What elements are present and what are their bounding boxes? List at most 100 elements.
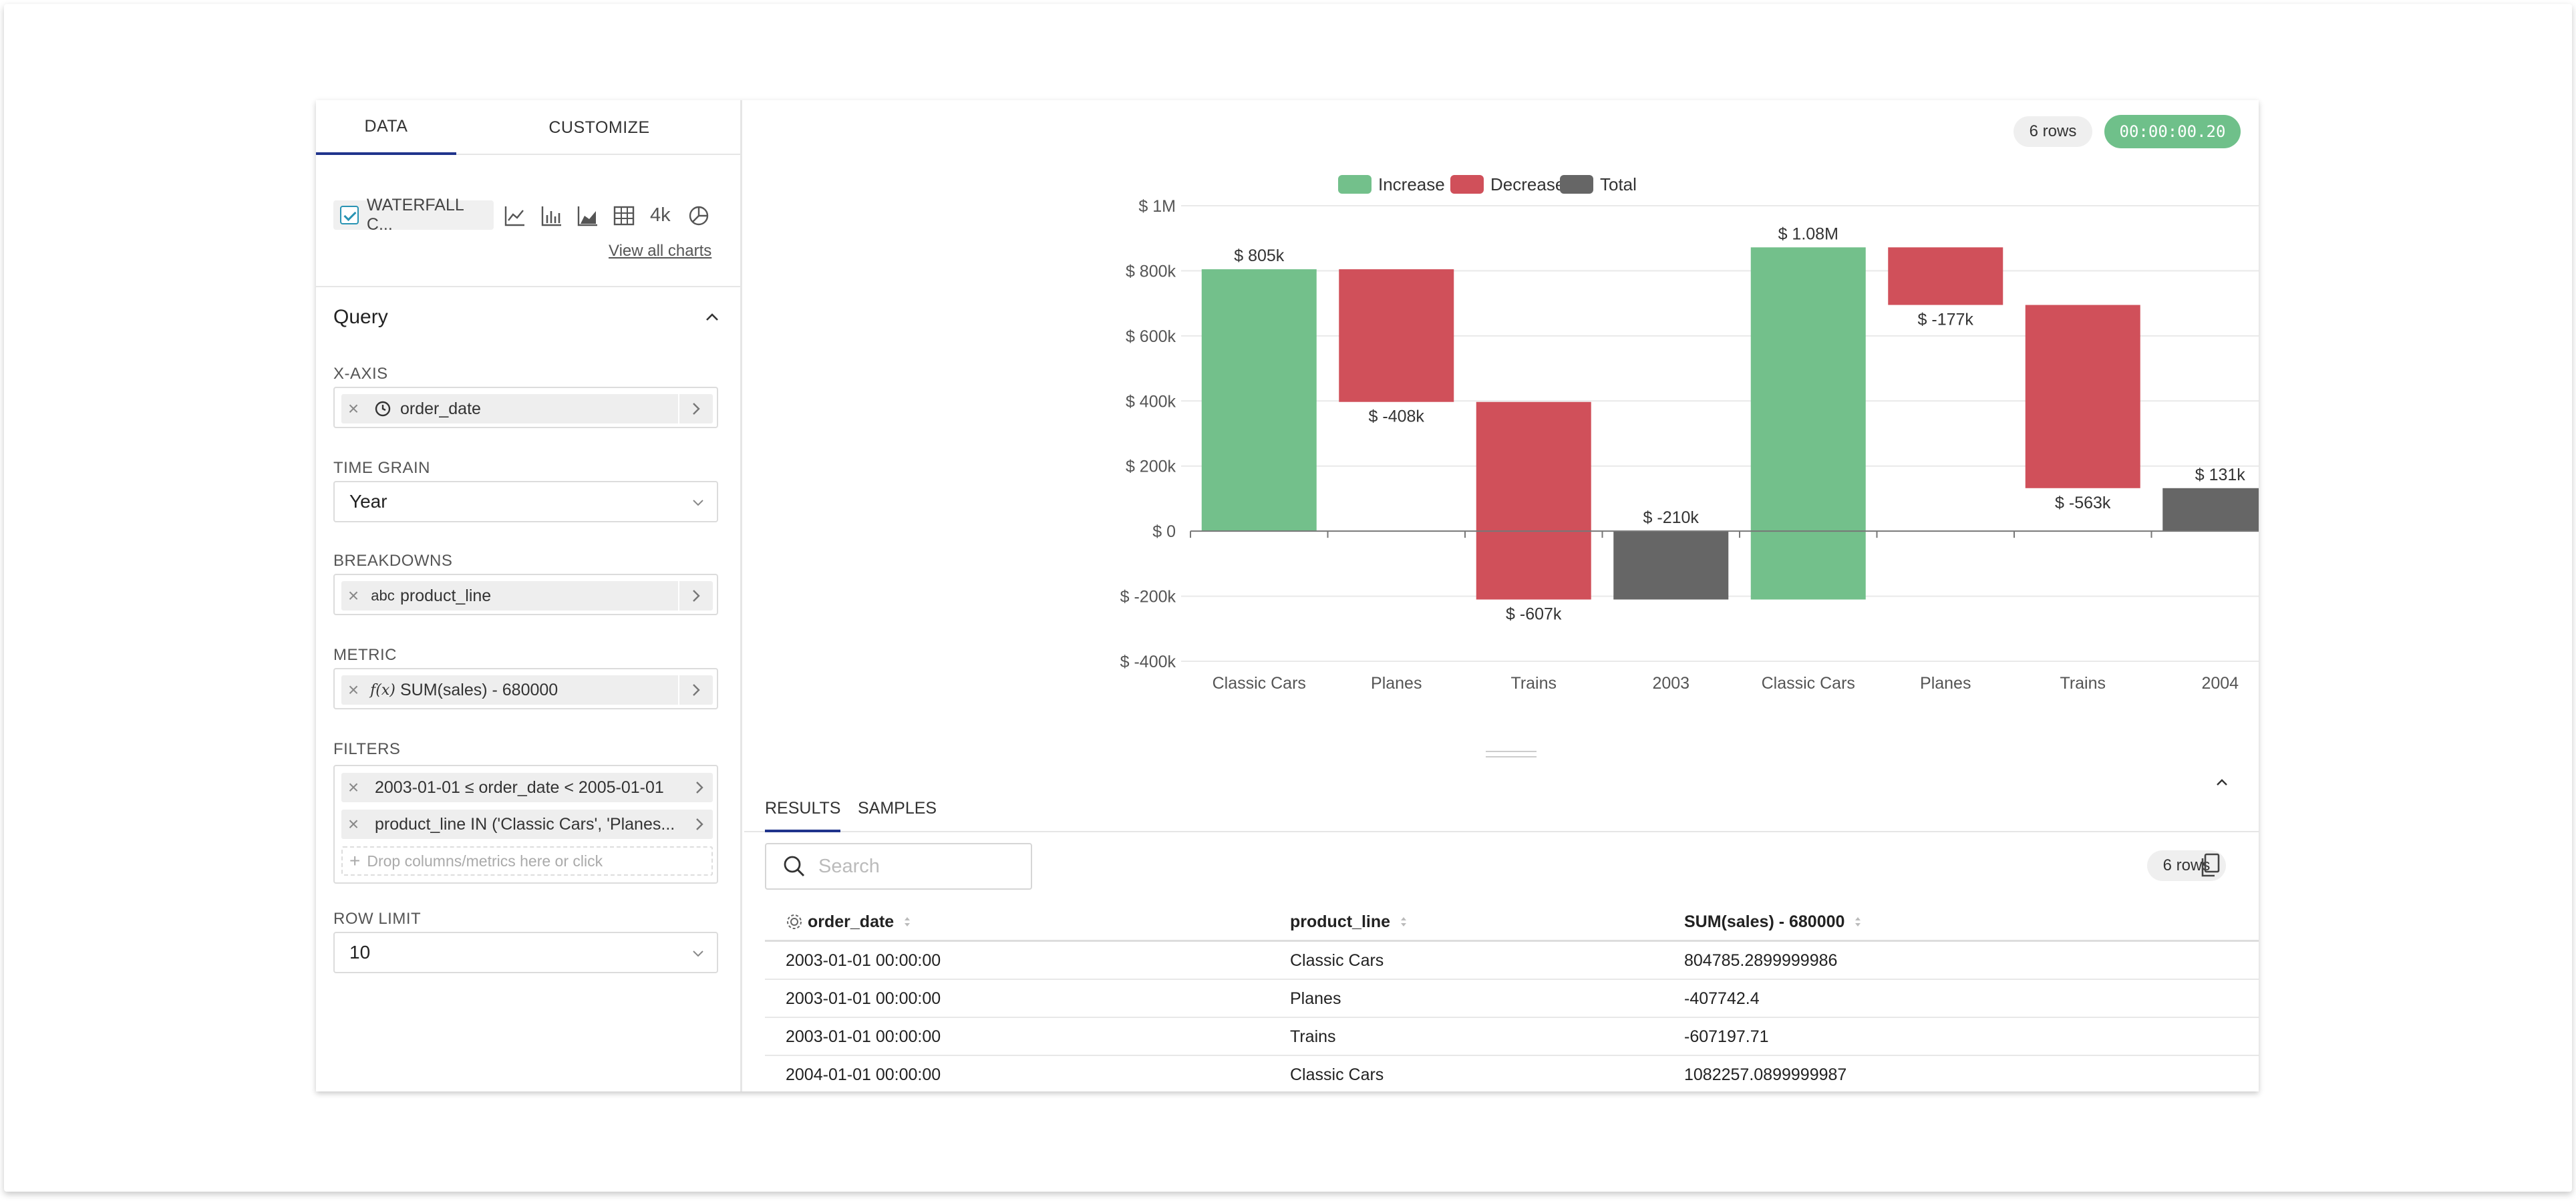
x-axis-pill[interactable]: × order_date (341, 394, 713, 423)
bar-chart-icon[interactable] (540, 204, 563, 227)
search-icon (784, 856, 805, 877)
column-label: SUM(sales) - 680000 (1684, 912, 1845, 931)
legend-item: Decrease (1450, 174, 1565, 194)
filter-pill[interactable]: × product_line IN ('Classic Cars', 'Plan… (341, 810, 713, 839)
clock-icon (365, 400, 400, 417)
metric-value: SUM(sales) - 680000 (400, 680, 558, 699)
legend-label: Increase (1378, 174, 1445, 194)
table-header: order_date product_line SUM(sales) - 680… (765, 902, 2259, 942)
x-axis-value: order_date (400, 399, 481, 418)
column-header-product-line[interactable]: product_line (1290, 902, 1408, 942)
waterfall-bar (1750, 247, 1866, 600)
table-cell: 2003-01-01 00:00:00 (786, 989, 941, 1008)
row-count-badge: 6 rows (2014, 116, 2092, 147)
breakdowns-control: × abc product_line (333, 574, 718, 615)
metric-control: × f(x) SUM(sales) - 680000 (333, 668, 718, 709)
selected-viz-label: WATERFALL C... (366, 196, 464, 234)
x-tick-label: 2003 (1652, 674, 1689, 693)
y-tick-label: $ -400k (1120, 653, 1176, 671)
y-tick-label: $ 400k (1126, 392, 1176, 411)
copy-icon[interactable] (2199, 852, 2222, 878)
breakdowns-label: BREAKDOWNS (333, 552, 453, 570)
sort-icon[interactable] (903, 915, 911, 928)
y-tick-label: $ -200k (1120, 588, 1176, 607)
time-grain-select[interactable]: Year (333, 481, 718, 522)
bar-data-label: $ -177k (1918, 311, 1974, 329)
sort-icon[interactable] (1400, 915, 1408, 928)
sort-icon[interactable] (1854, 915, 1862, 928)
chevron-right-icon[interactable] (678, 394, 713, 423)
chevron-up-icon[interactable] (703, 309, 721, 326)
filter-value: 2003-01-01 ≤ order_date < 2005-01-01 (375, 778, 664, 797)
filter-pill[interactable]: × 2003-01-01 ≤ order_date < 2005-01-01 (341, 773, 713, 802)
query-timer-badge: 00:00:00.20 (2104, 115, 2241, 148)
chart-bars: $ 805k $ -408k $ -607k $ -210k $ 1.08M $ -177… (1201, 224, 2259, 624)
y-tick-label: $ 200k (1126, 458, 1176, 476)
table-row: 2003-01-01 00:00:00 Trains -607197.71 (765, 1018, 2259, 1056)
plus-icon: + (349, 850, 361, 871)
x-axis-label: X-AXIS (333, 365, 388, 383)
bar-data-label: $ -563k (2055, 494, 2111, 512)
chevron-right-icon[interactable] (678, 581, 713, 611)
metric-pill[interactable]: × f(x) SUM(sales) - 680000 (341, 675, 713, 705)
chevron-right-icon[interactable] (686, 780, 713, 795)
pie-chart-icon[interactable] (687, 204, 710, 227)
column-header-order-date[interactable]: order_date (785, 902, 911, 942)
y-tick-label: $ 800k (1126, 262, 1176, 281)
row-limit-label: ROW LIMIT (333, 910, 422, 928)
line-chart-icon[interactable] (504, 204, 526, 227)
selected-viz-waterfall[interactable]: WATERFALL C... (333, 196, 494, 234)
breakdowns-pill[interactable]: × abc product_line (341, 581, 713, 611)
column-header-metric[interactable]: SUM(sales) - 680000 (1684, 902, 1862, 942)
panel-tabs: DATA CUSTOMIZE (316, 100, 742, 155)
chevron-right-icon[interactable] (678, 675, 713, 705)
table-cell: Classic Cars (1290, 951, 1384, 970)
remove-icon[interactable]: × (347, 679, 359, 700)
table-cell: 2004-01-01 00:00:00 (786, 1065, 941, 1084)
panel-resize-handle[interactable] (1486, 751, 1537, 757)
column-label: product_line (1290, 912, 1391, 931)
column-label: order_date (808, 912, 895, 931)
row-limit-select[interactable]: 10 (333, 932, 718, 973)
table-row: 2003-01-01 00:00:00 Planes -407742.4 (765, 980, 2259, 1018)
filter-drop-zone[interactable]: + Drop columns/metrics here or click (341, 846, 713, 876)
bar-data-label: $ -210k (1643, 508, 1700, 527)
table-cell: -607197.71 (1684, 1027, 1769, 1046)
big-number-icon[interactable]: 4k (650, 204, 671, 226)
bar-data-label: $ 1.08M (1778, 224, 1838, 243)
results-search[interactable] (765, 843, 1032, 890)
chart-panel: 6 rows 00:00:00.20 Increase Decrease Total… (744, 100, 2259, 1091)
breakdowns-value: product_line (400, 586, 492, 605)
tab-samples[interactable]: SAMPLES (858, 799, 937, 818)
table-cell: Planes (1290, 989, 1341, 1008)
tab-data[interactable]: DATA (316, 100, 456, 155)
chevron-right-icon[interactable] (686, 817, 713, 832)
query-section-title[interactable]: Query (333, 306, 388, 328)
remove-icon[interactable]: × (347, 777, 359, 798)
remove-icon[interactable]: × (347, 585, 359, 606)
view-all-charts-link[interactable]: View all charts (609, 242, 712, 260)
metric-label: METRIC (333, 646, 397, 664)
x-axis-control: × order_date (333, 387, 718, 428)
table-icon[interactable] (613, 204, 635, 227)
remove-icon[interactable]: × (347, 814, 359, 834)
area-chart-icon[interactable] (577, 204, 599, 227)
waterfall-bar (1476, 401, 1591, 600)
filters-label: FILTERS (333, 740, 401, 758)
x-tick-label: Classic Cars (1213, 674, 1306, 693)
x-tick-label: Trains (2060, 674, 2106, 693)
bar-data-label: $ 805k (1234, 246, 1285, 265)
search-input[interactable] (818, 855, 1019, 878)
remove-icon[interactable]: × (347, 398, 359, 419)
table-cell: 2003-01-01 00:00:00 (786, 951, 941, 970)
tab-customize[interactable]: CUSTOMIZE (548, 118, 650, 137)
results-tabs: RESULTS SAMPLES (744, 779, 2259, 832)
x-tick-label: Classic Cars (1762, 674, 1855, 693)
collapse-chevron-icon[interactable] (2213, 774, 2231, 792)
table-cell: 804785.2899999986 (1684, 951, 1838, 970)
table-cell: -407742.4 (1684, 989, 1760, 1008)
waterfall-bar (1201, 269, 1317, 532)
table-cell: 1082257.0899999987 (1684, 1065, 1847, 1084)
tab-results[interactable]: RESULTS (765, 795, 841, 832)
x-tick-label: 2004 (2201, 674, 2239, 693)
